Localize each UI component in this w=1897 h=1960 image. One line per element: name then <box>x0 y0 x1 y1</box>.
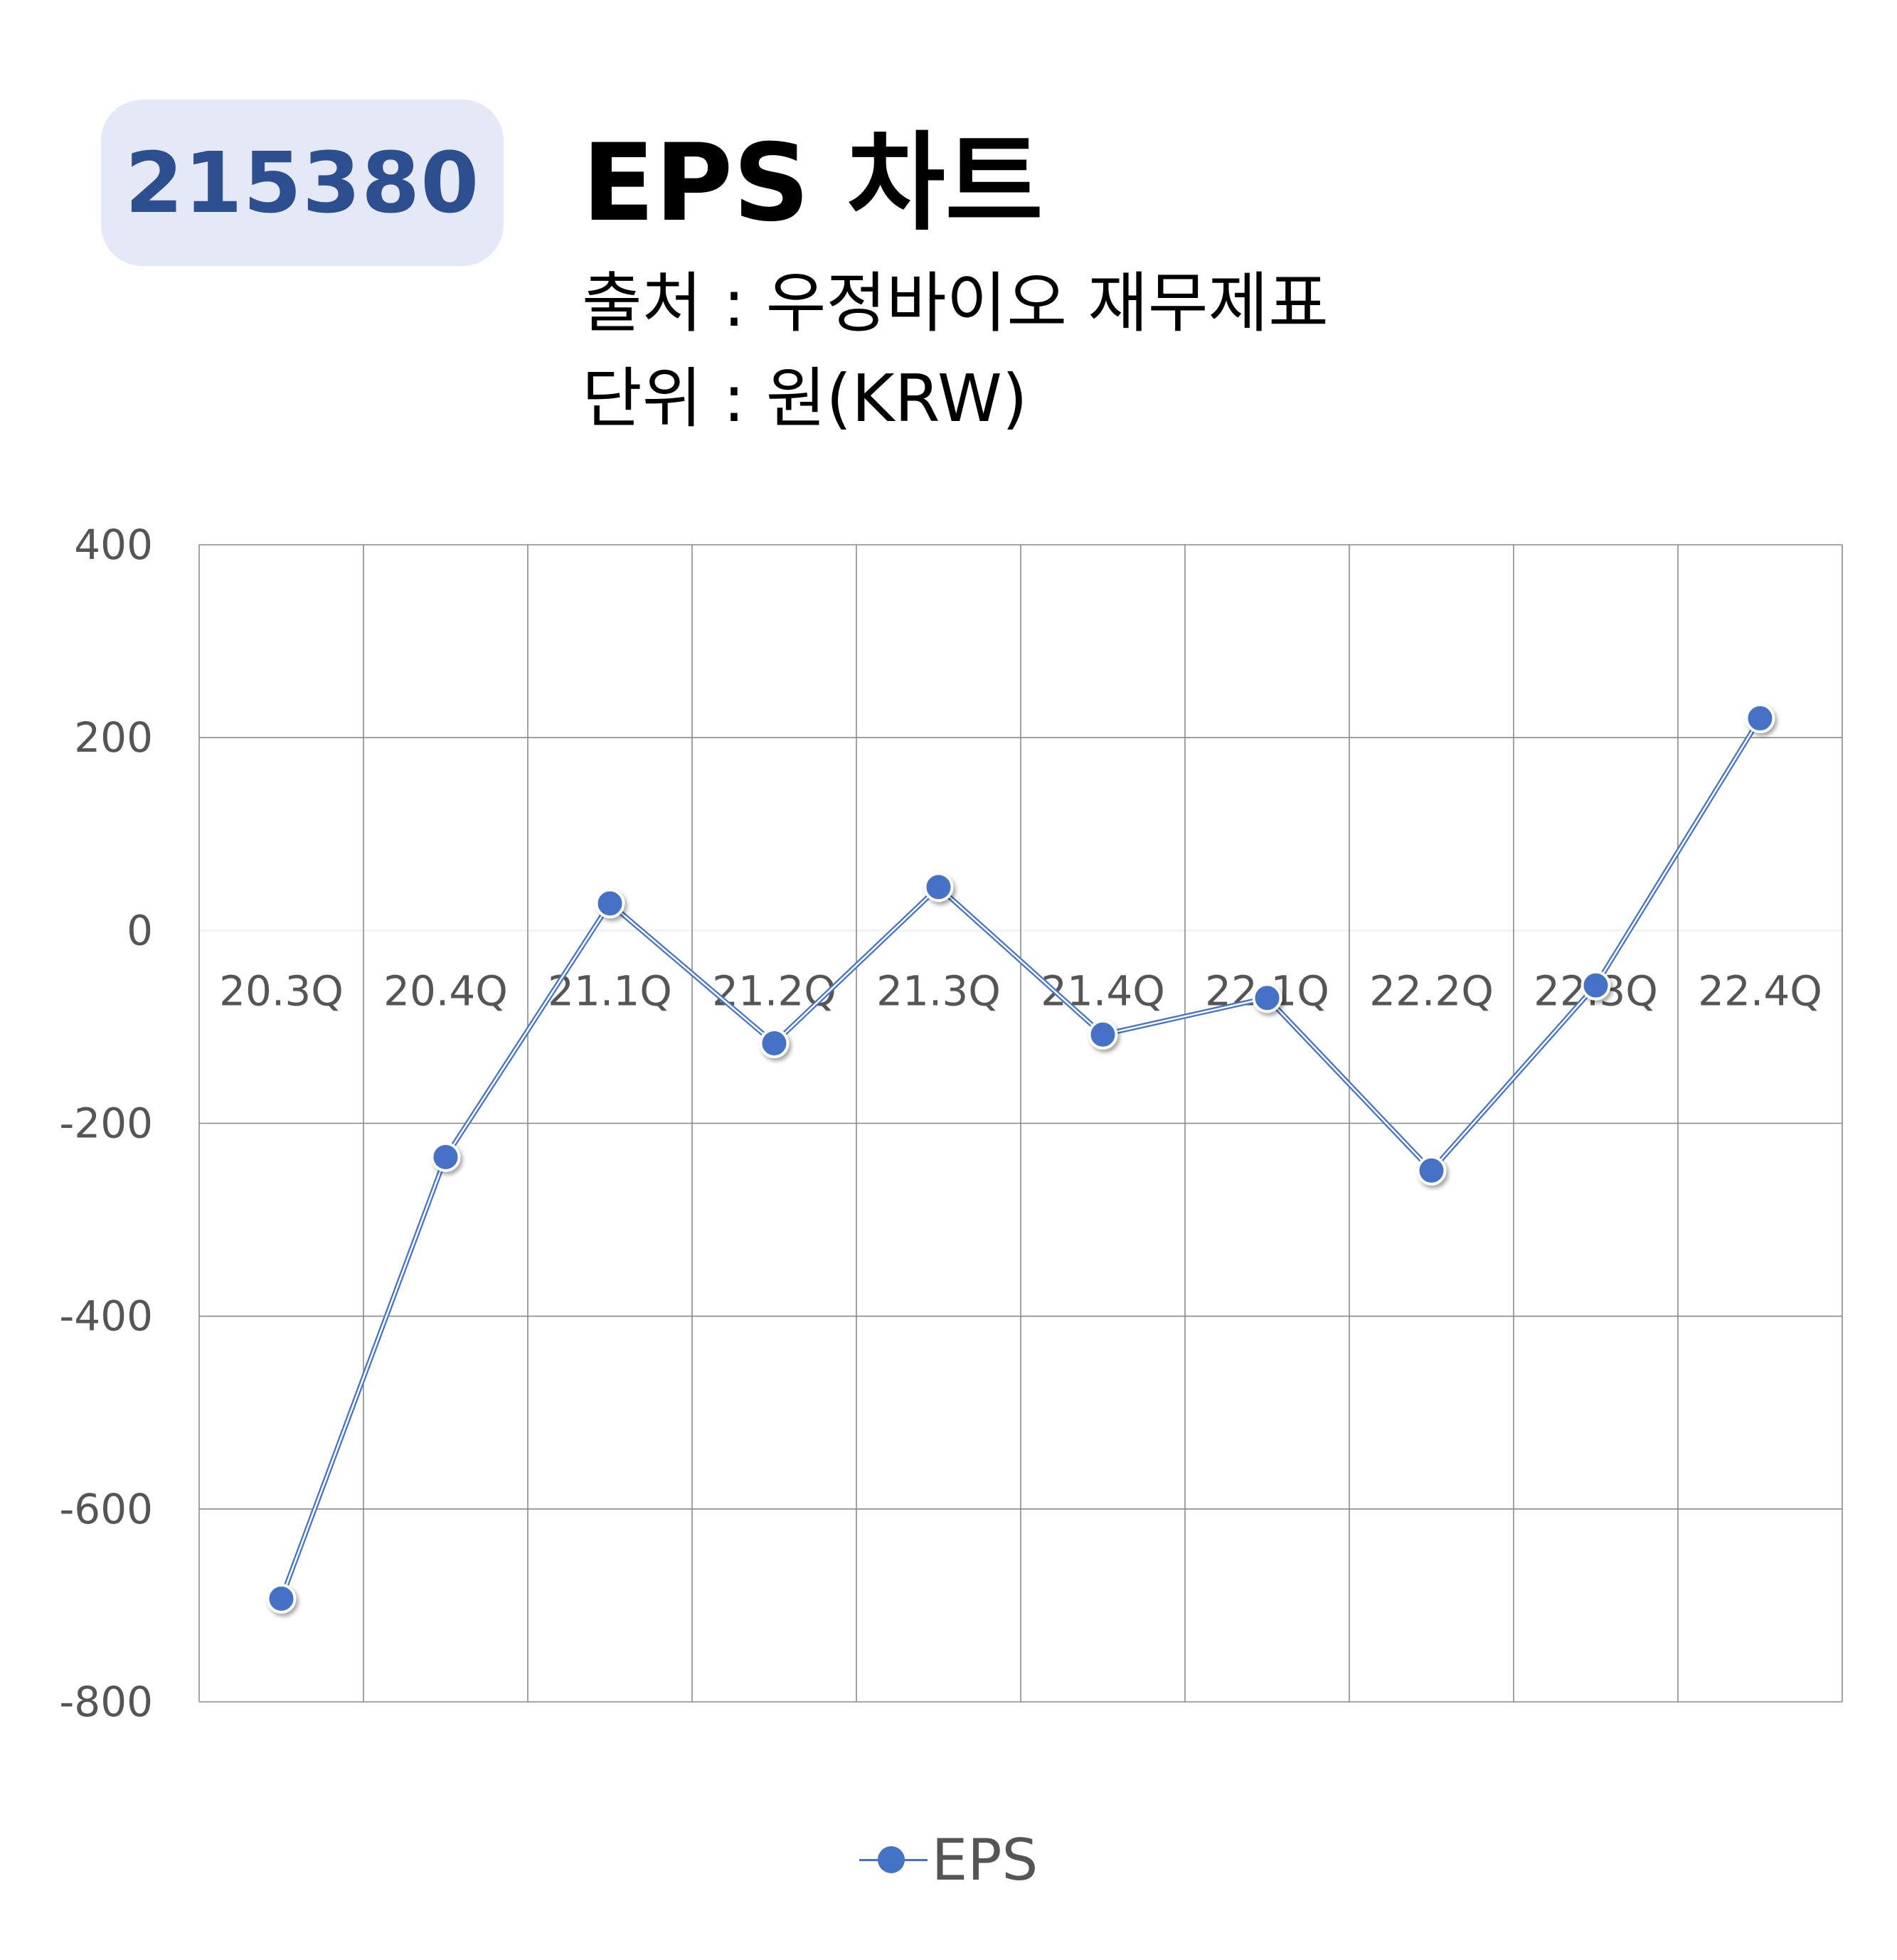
data-point <box>1088 1019 1118 1050</box>
source-text: 출처 : 우정바이오 재무제표 <box>582 265 1329 341</box>
x-tick-label: 21.4Q <box>1041 966 1165 1015</box>
y-tick-label: 200 <box>74 713 153 762</box>
stock-code: 215380 <box>124 134 480 232</box>
x-tick-label: 22.2Q <box>1369 966 1494 1015</box>
y-tick-label: 400 <box>74 521 153 569</box>
legend-label: EPS <box>931 1826 1038 1893</box>
data-point <box>1580 970 1611 1001</box>
data-point <box>759 1028 790 1058</box>
series-line-inner <box>280 718 1761 1599</box>
x-tick-label: 21.1Q <box>548 966 672 1015</box>
x-tick-label: 22.4Q <box>1698 966 1822 1015</box>
data-point <box>595 888 625 919</box>
y-tick-label: 0 <box>127 906 153 954</box>
legend-marker-icon <box>859 1846 928 1874</box>
y-tick-label: -800 <box>59 1678 153 1726</box>
unit-text: 단위 : 원(KRW) <box>582 361 1028 437</box>
y-tick-label: -400 <box>59 1292 153 1341</box>
data-point <box>1416 1155 1447 1186</box>
x-tick-label: 21.3Q <box>876 966 1001 1015</box>
stock-code-badge: 215380 <box>101 100 504 266</box>
eps-line-chart: 400 200 0 -200 -400 -600 -800 20.3Q 20.4Q 21.1Q 21… <box>59 521 1843 1726</box>
data-point <box>1745 703 1775 734</box>
data-point <box>1252 983 1282 1013</box>
data-point <box>430 1141 461 1172</box>
x-tick-label: 20.4Q <box>383 966 508 1015</box>
y-tick-label: -600 <box>59 1485 153 1533</box>
data-point <box>266 1583 297 1614</box>
y-tick-label: -200 <box>59 1099 153 1148</box>
legend: EPS <box>0 1821 1897 1899</box>
data-point <box>923 872 954 902</box>
chart-title: EPS 차트 <box>582 122 1043 245</box>
x-tick-label: 20.3Q <box>219 966 344 1015</box>
